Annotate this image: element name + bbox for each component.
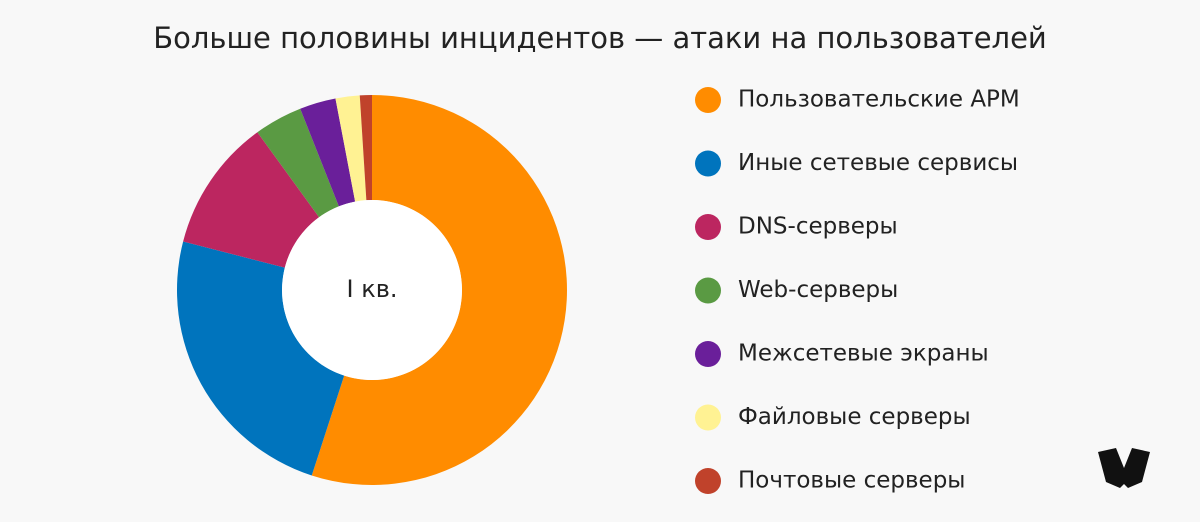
legend-marker xyxy=(695,87,721,113)
legend-marker xyxy=(695,150,721,177)
legend-marker xyxy=(695,404,721,431)
donut-hole xyxy=(282,200,462,380)
legend-label: DNS-серверы xyxy=(738,214,898,240)
legend-label: Пользовательские АРМ xyxy=(738,87,1020,113)
legend-marker xyxy=(695,277,721,304)
legend-marker xyxy=(695,468,721,494)
legend-marker xyxy=(695,341,721,367)
donut-segment xyxy=(177,241,345,476)
donut-segment xyxy=(257,108,339,218)
legend-label: Иные сетевые сервисы xyxy=(738,150,1018,176)
donut-segment xyxy=(300,98,356,207)
donut-segment xyxy=(335,95,367,202)
legend-label: Межсетевые экраны xyxy=(738,341,989,367)
logo xyxy=(1098,448,1150,488)
donut-segment xyxy=(311,95,568,485)
legend-marker xyxy=(695,214,721,240)
chart-title: Больше половины инцидентов — атаки на по… xyxy=(153,21,1047,55)
legend-label: Файловые серверы xyxy=(738,404,971,430)
donut-segment xyxy=(183,132,320,268)
legend-label: Почтовые серверы xyxy=(738,468,965,494)
donut-segment xyxy=(359,95,372,201)
center-label: I кв. xyxy=(347,275,398,303)
legend-label: Web-серверы xyxy=(738,277,898,303)
